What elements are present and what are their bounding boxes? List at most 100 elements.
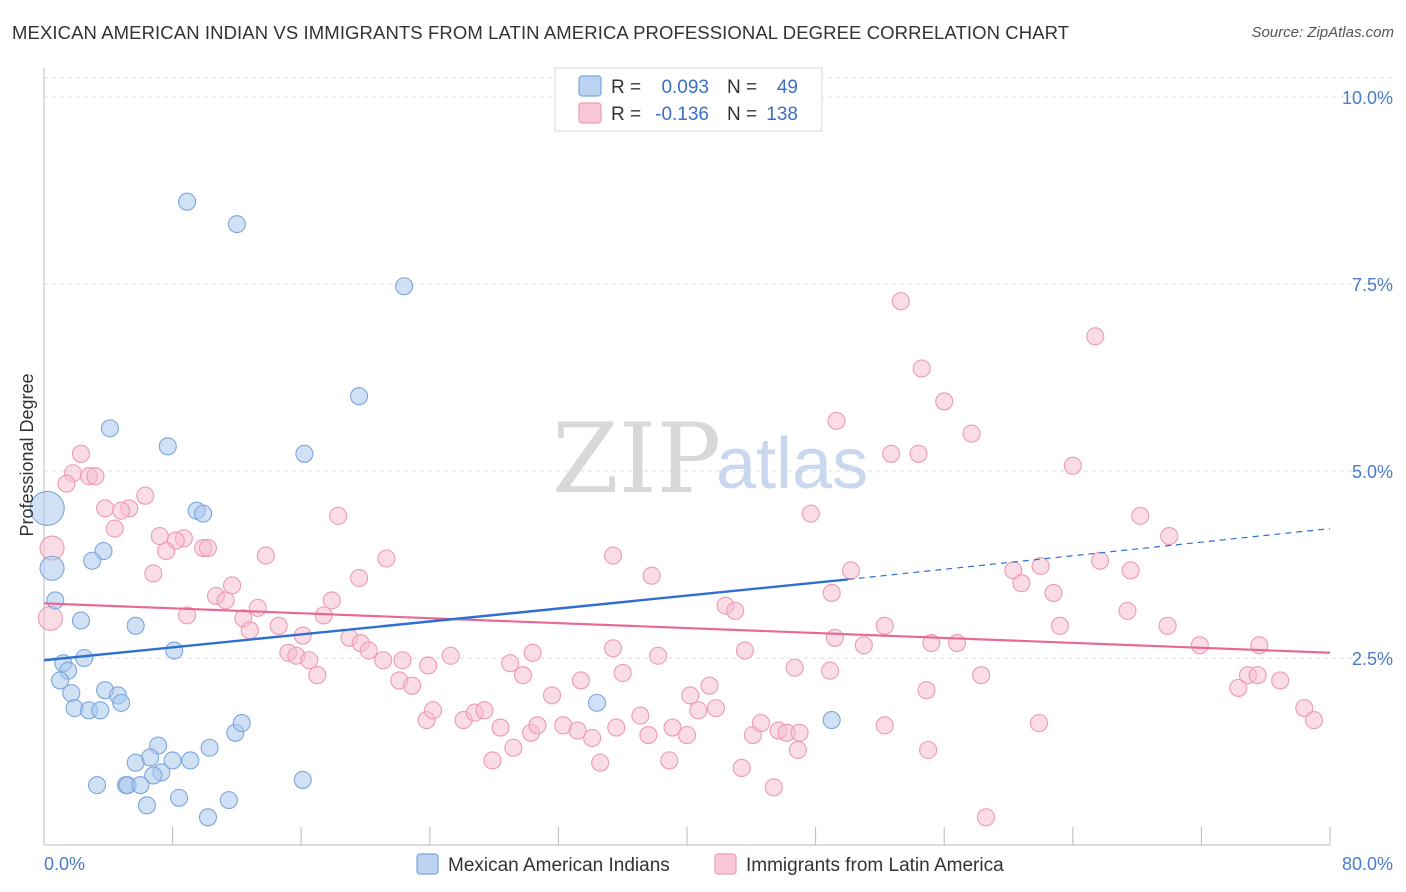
mexican-american-indian-point <box>46 591 65 610</box>
mexican-american-indian-point <box>198 808 218 827</box>
mexican-american-indian-point <box>295 444 314 463</box>
mexican-american-indian-point <box>163 751 182 770</box>
immigrants-point <box>57 474 76 493</box>
immigrants-point <box>1160 527 1179 546</box>
series-legend-swatch-blue <box>416 853 439 875</box>
immigrants-point <box>1158 616 1177 635</box>
immigrants-point <box>136 486 155 505</box>
mexican-american-indian-point <box>350 387 369 406</box>
immigrants-point <box>841 561 861 580</box>
legend-r-value-1: 0.093 <box>661 77 709 98</box>
immigrants-point <box>1118 601 1137 620</box>
immigrants-point <box>1271 671 1290 690</box>
immigrants-point <box>240 621 259 640</box>
immigrants-point <box>157 541 176 561</box>
y-tick-label-3: 10.0% <box>1342 88 1393 108</box>
mexican-american-indian-point <box>62 684 81 703</box>
immigrants-point <box>1190 636 1209 655</box>
immigrants-point <box>1229 678 1248 697</box>
immigrants-point <box>96 499 115 518</box>
y-tick-labels: 2.5% 5.0% 7.5% 10.0% <box>1342 88 1393 669</box>
immigrants-point <box>801 504 820 523</box>
mexican-american-indian-point <box>100 419 119 438</box>
mexican-american-indian-point <box>200 738 219 757</box>
mexican-american-indian-point <box>126 616 145 635</box>
immigrants-point <box>948 633 967 653</box>
immigrants-point <box>1086 327 1105 346</box>
mexican-american-indian-trend-line <box>43 578 848 662</box>
immigrants-point <box>689 701 708 720</box>
mexican-american-indian-point <box>158 437 177 456</box>
immigrants-point <box>37 605 63 631</box>
immigrants-point <box>1295 699 1314 718</box>
immigrants-point <box>419 656 438 675</box>
mexican-american-indian-point <box>232 714 251 733</box>
immigrants-point <box>1091 551 1110 570</box>
immigrants-point <box>112 501 131 520</box>
immigrants-point <box>827 411 846 430</box>
immigrants-point <box>613 663 632 683</box>
mexican-american-indian-point <box>112 693 131 712</box>
legend-r-label-2: R = <box>611 104 641 125</box>
immigrants-point <box>441 646 460 665</box>
immigrants-point <box>681 686 700 705</box>
stats-legend: R = 0.093 N = 49 R = -0.136 N = 138 <box>554 67 823 132</box>
immigrants-point <box>917 681 936 700</box>
immigrants-point <box>393 651 412 670</box>
mexican-american-indian-point <box>87 776 107 795</box>
immigrants-point <box>269 616 288 635</box>
immigrants-point <box>1063 456 1082 475</box>
immigrants-point <box>542 686 562 705</box>
immigrants-points <box>37 292 1323 827</box>
immigrants-point <box>350 568 369 588</box>
legend-n-value-2: 138 <box>766 104 798 125</box>
x-tick-max: 80.0% <box>1342 854 1393 874</box>
immigrants-point <box>1304 711 1323 730</box>
immigrants-point <box>607 718 626 737</box>
mexican-american-indian-points <box>29 192 841 827</box>
immigrants-point <box>501 654 520 673</box>
mexican-american-indian-point <box>293 770 312 789</box>
immigrants-point <box>591 753 610 772</box>
immigrants-point <box>677 725 697 745</box>
immigrants-point <box>854 636 873 655</box>
mexican-american-indian-point <box>131 776 150 795</box>
immigrants-point <box>735 641 754 660</box>
y-tick-label-1: 5.0% <box>1352 462 1393 482</box>
immigrants-point <box>912 359 931 378</box>
series-legend: Mexican American Indians Immigrants from… <box>416 853 1004 876</box>
immigrants-point <box>642 566 661 585</box>
immigrants-trend-line <box>43 602 1331 654</box>
immigrants-point <box>875 716 894 735</box>
immigrants-point <box>663 718 682 737</box>
immigrants-point <box>962 424 981 443</box>
immigrants-point <box>308 666 327 685</box>
immigrants-point <box>1248 666 1267 685</box>
immigrants-point <box>976 808 996 827</box>
immigrants-point <box>475 701 494 720</box>
mexican-american-indian-point <box>137 796 156 815</box>
immigrants-point <box>377 549 396 568</box>
immigrants-point <box>528 716 547 735</box>
x-tick-min: 0.0% <box>44 854 85 874</box>
immigrants-point <box>935 392 954 411</box>
y-axis-label: Professional Degree <box>17 373 37 536</box>
immigrants-point <box>359 641 378 660</box>
immigrants-point <box>523 643 542 662</box>
mexican-american-indian-point <box>165 641 184 660</box>
source-credit: Source: ZipAtlas.com <box>1251 24 1394 41</box>
mexican-american-indian-point <box>169 788 189 807</box>
watermark: ZIP atlas <box>552 403 868 515</box>
watermark-zip: ZIP <box>552 403 721 515</box>
series-legend-swatch-pink <box>714 853 737 875</box>
immigrants-point <box>604 639 623 658</box>
immigrants-point <box>790 723 809 742</box>
y-tick-label-0: 2.5% <box>1352 649 1393 669</box>
immigrants-point <box>1012 574 1031 593</box>
immigrants-point <box>909 444 928 463</box>
legend-swatch-blue <box>578 75 602 97</box>
mexican-american-indian-point <box>126 753 145 772</box>
immigrants-point <box>825 628 844 647</box>
immigrants-point <box>604 546 623 565</box>
immigrants-point <box>144 564 163 583</box>
